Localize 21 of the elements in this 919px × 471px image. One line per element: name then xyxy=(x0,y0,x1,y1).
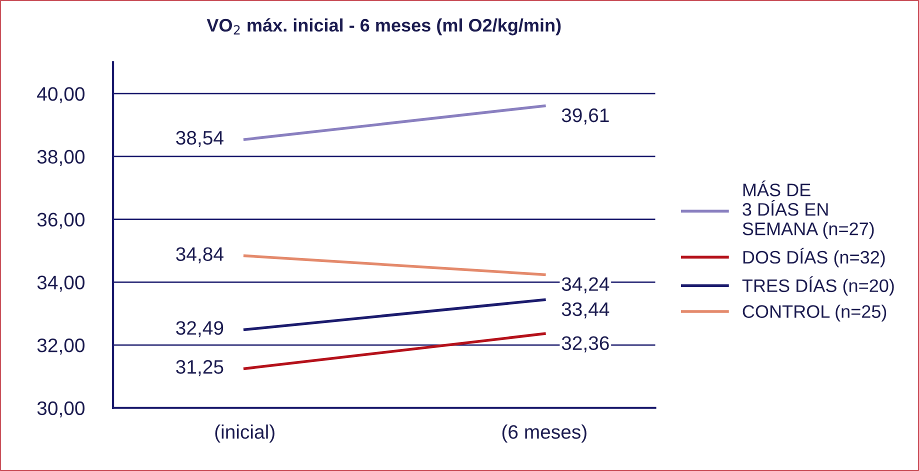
chart-title: VO$_{2}$ máx. inicial - 6 meses (ml O2/kg/min) xyxy=(206,18,561,36)
y-tick-label: 38,00 xyxy=(37,150,85,166)
data-label: 32,49 xyxy=(176,321,224,338)
y-tick-label: 40,00 xyxy=(37,87,85,104)
x-tick-label: (inicial) xyxy=(215,424,274,443)
data-label: 31,25 xyxy=(176,360,224,376)
data-label: 38,54 xyxy=(176,130,224,148)
x-tick-label: (6 meses) xyxy=(502,424,586,443)
legend-label: TRES DÍAS (n=20) xyxy=(742,276,894,296)
data-label: 34,24 xyxy=(562,277,610,294)
y-tick-label: 36,00 xyxy=(37,212,85,229)
legend-label: CONTROL (n=25) xyxy=(742,304,886,322)
y-tick-label: 34,00 xyxy=(37,276,85,292)
y-tick-label: 32,00 xyxy=(37,338,85,355)
data-label: 39,61 xyxy=(562,108,609,124)
legend-label: DOS DÍAS (n=32) xyxy=(743,248,885,268)
legend-label: MÁS DE 3 DÍAS EN SEMANA (n=27) xyxy=(742,180,874,239)
data-label: 33,44 xyxy=(562,302,610,318)
data-label: 34,84 xyxy=(176,247,224,264)
y-tick-label: 30,00 xyxy=(37,401,85,418)
data-label: 32,36 xyxy=(562,336,609,352)
